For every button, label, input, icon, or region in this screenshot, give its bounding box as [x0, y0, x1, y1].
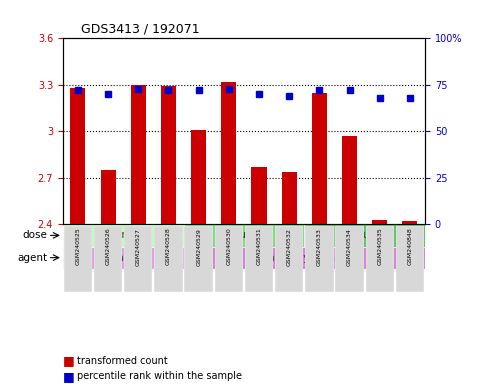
FancyBboxPatch shape	[184, 224, 304, 247]
Bar	[365, 38, 395, 224]
Bar	[304, 38, 334, 224]
FancyBboxPatch shape	[184, 247, 425, 269]
Bar	[100, 170, 115, 224]
FancyBboxPatch shape	[64, 225, 92, 292]
FancyBboxPatch shape	[63, 224, 184, 247]
Text: transformed count: transformed count	[77, 356, 168, 366]
Bar	[221, 82, 236, 224]
Bar	[131, 85, 146, 224]
FancyBboxPatch shape	[275, 225, 303, 292]
Text: GSM240532: GSM240532	[287, 228, 292, 266]
Bar	[282, 172, 297, 224]
Bar	[252, 167, 267, 224]
FancyBboxPatch shape	[305, 225, 334, 292]
Text: agent: agent	[17, 253, 48, 263]
Bar	[63, 38, 93, 224]
Text: homocysteine: homocysteine	[268, 253, 341, 263]
Bar	[93, 38, 123, 224]
Bar	[123, 38, 154, 224]
Bar	[71, 88, 85, 224]
Text: GSM240848: GSM240848	[408, 228, 412, 265]
Text: GSM240528: GSM240528	[166, 228, 171, 265]
FancyBboxPatch shape	[396, 225, 424, 292]
FancyBboxPatch shape	[94, 225, 122, 292]
Text: dose: dose	[23, 230, 48, 240]
FancyBboxPatch shape	[335, 225, 364, 292]
Text: ■: ■	[63, 370, 74, 383]
Text: ■: ■	[63, 354, 74, 367]
Bar	[191, 130, 206, 224]
Text: 0 um/L: 0 um/L	[105, 230, 141, 240]
Text: GSM240534: GSM240534	[347, 228, 352, 266]
Bar	[402, 221, 417, 224]
Text: GSM240535: GSM240535	[377, 228, 382, 265]
Text: GSM240531: GSM240531	[256, 228, 261, 265]
Text: 10 um/L: 10 um/L	[223, 230, 265, 240]
Bar	[184, 38, 213, 224]
Text: GSM240529: GSM240529	[196, 228, 201, 266]
FancyBboxPatch shape	[154, 225, 183, 292]
Bar	[372, 220, 387, 224]
Text: GSM240530: GSM240530	[227, 228, 231, 265]
Text: GDS3413 / 192071: GDS3413 / 192071	[81, 23, 199, 36]
FancyBboxPatch shape	[124, 225, 153, 292]
Text: GSM240527: GSM240527	[136, 228, 141, 266]
Bar	[161, 86, 176, 224]
FancyBboxPatch shape	[366, 225, 394, 292]
Text: GSM240526: GSM240526	[106, 228, 111, 265]
Bar	[395, 38, 425, 224]
FancyBboxPatch shape	[63, 247, 184, 269]
Bar	[334, 38, 365, 224]
Bar	[312, 93, 327, 224]
Text: control: control	[105, 253, 142, 263]
FancyBboxPatch shape	[245, 225, 273, 292]
Text: GSM240533: GSM240533	[317, 228, 322, 266]
Bar	[244, 38, 274, 224]
Bar	[213, 38, 244, 224]
Bar	[274, 38, 304, 224]
Bar	[342, 136, 357, 224]
Text: percentile rank within the sample: percentile rank within the sample	[77, 371, 242, 381]
Text: 100 um/L: 100 um/L	[340, 230, 389, 240]
FancyBboxPatch shape	[185, 225, 213, 292]
Text: GSM240525: GSM240525	[75, 228, 80, 265]
FancyBboxPatch shape	[214, 225, 243, 292]
Bar	[154, 38, 184, 224]
FancyBboxPatch shape	[304, 224, 425, 247]
